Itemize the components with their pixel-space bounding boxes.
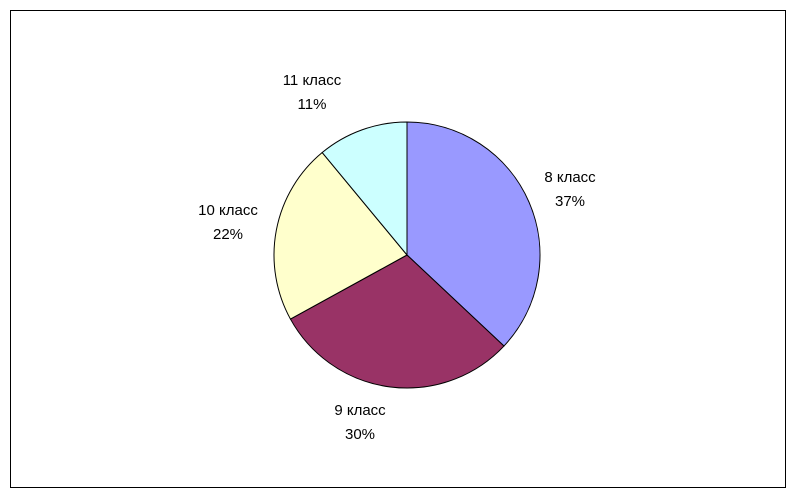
pie-slice-3 [273,151,408,320]
pie-slice-1 [406,121,541,347]
slice-category-label: 9 класс [334,402,386,419]
pie-slices [273,121,541,389]
pie-labels: 8 класс 37% 9 класс 30% 10 класс 22% 11 класс 1… [198,72,596,443]
pie-slice-4 [321,121,408,257]
slice-value-label: 11% [298,96,327,113]
slice-category-label: 11 класс [283,72,342,89]
pie-slice-2 [289,254,505,389]
slice-value-label: 37% [555,193,585,210]
slice-value-label: 30% [345,426,375,443]
slice-category-label: 8 класс [544,169,596,186]
slice-category-label: 10 класс [198,202,258,219]
slice-value-label: 22% [213,226,243,243]
